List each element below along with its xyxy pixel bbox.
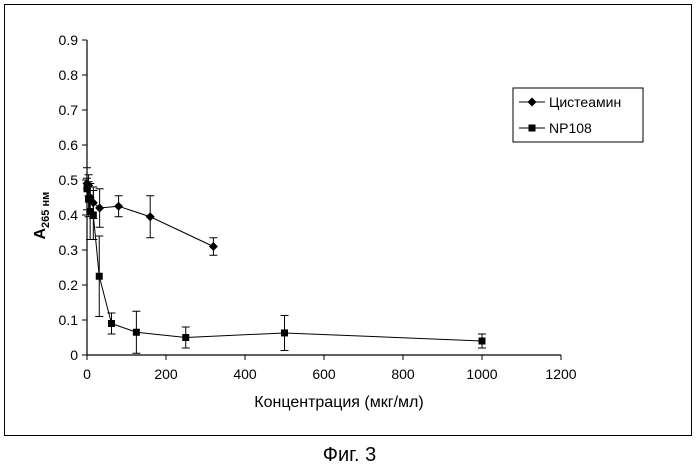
- data-point: [479, 338, 486, 345]
- data-point: [281, 329, 288, 336]
- data-point: [133, 329, 140, 336]
- y-tick-label: 0.4: [59, 207, 79, 223]
- legend-label: NP108: [549, 120, 592, 136]
- y-tick-label: 0.8: [59, 67, 79, 83]
- legend-label: Цистеамин: [549, 94, 621, 110]
- chart-svg: 0 0.1 0.2 0.3 0.4 0.5 0.6 0.7 0.8 0.9 0 200 400 600 80…: [0, 0, 699, 440]
- y-tick-label: 0: [70, 347, 78, 363]
- figure-caption: Фиг. 3: [0, 444, 699, 467]
- y-axis-title-subscript: 265 нм: [40, 192, 52, 228]
- y-tick-label: 0.6: [59, 137, 79, 153]
- y-axis-title: A265 нм: [32, 192, 52, 240]
- y-axis-title-main: A: [32, 228, 49, 240]
- x-tick-label: 800: [391, 366, 415, 382]
- y-tick-label: 0.7: [59, 102, 79, 118]
- x-tick-label: 0: [83, 366, 91, 382]
- x-tick-label: 400: [233, 366, 257, 382]
- y-tick-label: 0.9: [59, 32, 79, 48]
- data-point: [84, 185, 91, 192]
- x-tick-label: 1200: [545, 366, 576, 382]
- data-point: [182, 334, 189, 341]
- data-point: [108, 320, 115, 327]
- data-point: [209, 242, 218, 251]
- series-2: [83, 168, 486, 354]
- data-point: [114, 202, 123, 211]
- data-point: [146, 212, 155, 221]
- data-point: [85, 196, 92, 203]
- data-point: [90, 212, 97, 219]
- legend-marker: [529, 125, 536, 132]
- x-tick-label: 600: [312, 366, 336, 382]
- x-tick-label: 1000: [466, 366, 497, 382]
- y-tick-label: 0.1: [59, 312, 79, 328]
- data-point: [96, 273, 103, 280]
- x-tick-label: 200: [154, 366, 178, 382]
- x-axis-title: Концентрация (мкг/мл): [254, 394, 423, 411]
- y-tick-label: 0.3: [59, 242, 79, 258]
- y-tick-label: 0.2: [59, 277, 79, 293]
- y-tick-label: 0.5: [59, 172, 79, 188]
